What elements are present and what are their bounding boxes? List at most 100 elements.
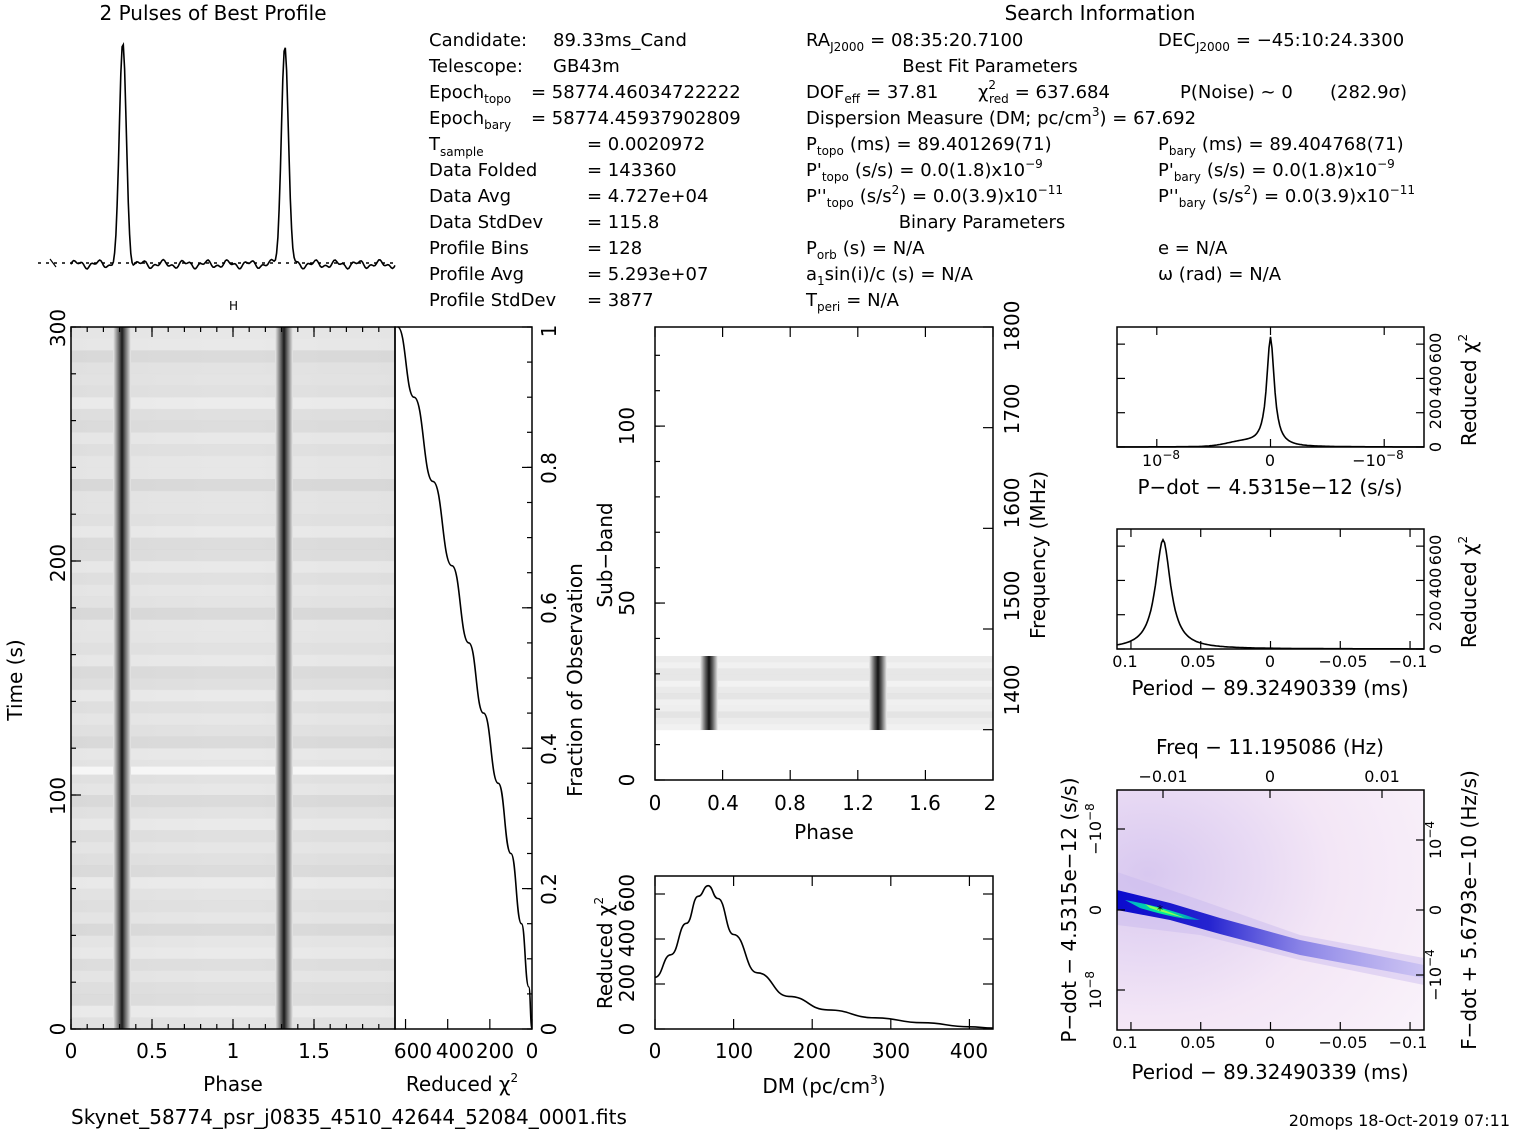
info-tsample-label: T bbox=[428, 134, 441, 155]
info-epoch-topo: Epochtopo bbox=[429, 82, 511, 106]
time-phase-plot: H 0 100 200 300 Time (s) 0 0.5 1 1.5 Pha… bbox=[3, 299, 396, 1096]
p-pdot-plot: * −0.01 0 0.01 Freq − 11.195086 (Hz) 0.1… bbox=[1057, 735, 1481, 1084]
best-fit-header: Best Fit Parameters bbox=[902, 56, 1077, 77]
info-chi-sub: red bbox=[989, 92, 1009, 106]
period-chi-plot: 0.1 0.05 0 −0.05 −0.1 Period − 89.324903… bbox=[1112, 528, 1481, 700]
time-phase-row bbox=[71, 385, 395, 398]
binary-header: Binary Parameters bbox=[899, 212, 1066, 233]
dm-x-tick-100: 100 bbox=[715, 1039, 753, 1063]
time-phase-row bbox=[71, 537, 395, 550]
sub-x-tick-16: 1.6 bbox=[909, 791, 941, 815]
profile-title: 2 Pulses of Best Profile bbox=[100, 1, 327, 25]
info-tsample-value: = 0.0020972 bbox=[587, 134, 705, 155]
dm-ticks bbox=[654, 876, 993, 1030]
subband-axis-label: Sub−band bbox=[593, 502, 617, 607]
pdot-chi-frame bbox=[1116, 326, 1425, 448]
dm-y-label-text: Reduced χ bbox=[593, 905, 617, 1010]
profile-curve bbox=[70, 42, 396, 270]
period-x-axis-label: Period − 89.32490339 (ms) bbox=[1131, 676, 1408, 700]
dm-x-axis-label: DM (pc/cm3) bbox=[762, 1073, 885, 1098]
time-phase-row bbox=[71, 783, 395, 796]
time-y-tick-0: 0 bbox=[46, 1023, 70, 1036]
period-chi-frame bbox=[1116, 528, 1425, 650]
pdot-y-tick-0: 0 bbox=[1426, 442, 1445, 452]
info-tperi-value: = N/A bbox=[846, 290, 899, 311]
sub-y-tick-100: 100 bbox=[615, 407, 639, 445]
info-profile-avg-value: = 5.293e+07 bbox=[587, 264, 708, 285]
time-phase-row bbox=[71, 830, 395, 843]
pp-freq-tick-001: 0.01 bbox=[1364, 767, 1400, 786]
profile-plot bbox=[38, 42, 396, 270]
phase-axis-label: Phase bbox=[203, 1072, 263, 1096]
period-y-tick-600: 600 bbox=[1426, 535, 1445, 566]
info-pddbary: P''bary (s/s2) = 0.0(3.9)x10−11 bbox=[1158, 183, 1415, 210]
time-phase-row bbox=[71, 982, 395, 995]
subband-pulse-2 bbox=[869, 656, 887, 730]
info-candidate-value: 89.33ms_Cand bbox=[553, 30, 687, 51]
dm-y-tick-0: 0 bbox=[615, 1023, 639, 1036]
dm-curve bbox=[654, 884, 994, 1029]
info-left: Candidate: 89.33ms_Cand Telescope: GB43m… bbox=[428, 30, 741, 311]
info-data-std-value: = 115.8 bbox=[587, 212, 659, 233]
file-name: Skynet_58774_psr_j0835_4510_42644_52084_… bbox=[71, 1105, 627, 1129]
pp-right-tick-bottom-mant: −10 bbox=[1426, 967, 1445, 1001]
info-profile-bins-value: = 128 bbox=[587, 238, 642, 259]
time-phase-row bbox=[71, 572, 395, 585]
info-data-avg-label: Data Avg bbox=[429, 186, 511, 207]
p-pdot-ticks bbox=[1117, 790, 1424, 1030]
time-phase-ticks bbox=[70, 326, 380, 1030]
subband-row bbox=[655, 674, 993, 681]
info-epoch-topo-value: = 58774.46034722222 bbox=[531, 82, 741, 103]
pp-freq-tick-m001: −0.01 bbox=[1138, 767, 1187, 786]
info-data-folded-value: = 143360 bbox=[587, 160, 677, 181]
period-y-axis-label: Reduced χ2 bbox=[1456, 536, 1481, 648]
info-dec-label: DEC bbox=[1158, 30, 1196, 51]
pp-right-tick-bottom: −10−4 bbox=[1423, 949, 1445, 1000]
period-chi-ticks bbox=[1117, 529, 1424, 650]
time-phase-row bbox=[71, 549, 395, 562]
period-x-tick-m005: −0.05 bbox=[1318, 652, 1367, 671]
info-epoch-topo-label: Epoch bbox=[429, 82, 484, 103]
time-phase-row bbox=[71, 561, 395, 574]
pdot-y-tick-600: 600 bbox=[1426, 333, 1445, 364]
time-phase-row bbox=[71, 748, 395, 761]
dm-x-tick-0: 0 bbox=[649, 1039, 662, 1063]
time-y-tick-100: 100 bbox=[46, 777, 70, 815]
info-tperi: Tperi = N/A bbox=[805, 290, 900, 314]
time-phase-row bbox=[71, 350, 395, 363]
subband-row bbox=[655, 656, 993, 663]
subband-row bbox=[655, 723, 993, 731]
info-pdtopo: P'topo (s/s) = 0.0(1.8)x10−9 bbox=[806, 157, 1043, 184]
period-x-tick-m01: −0.1 bbox=[1389, 652, 1428, 671]
info-pdbary-exp: −9 bbox=[1377, 157, 1395, 171]
frac-y-tick-1: 1 bbox=[537, 325, 561, 338]
footer-info: 20mops 18-Oct-2019 07:11 bbox=[1289, 1111, 1510, 1130]
time-phase-row bbox=[71, 853, 395, 866]
pdot-chi-ticks bbox=[1117, 327, 1424, 448]
info-profile-avg-label: Profile Avg bbox=[429, 264, 524, 285]
time-phase-row bbox=[71, 408, 395, 422]
time-phase-row bbox=[71, 479, 395, 492]
pp-right-tick-top-exp: −4 bbox=[1423, 821, 1437, 839]
time-phase-row bbox=[71, 502, 395, 515]
pp-right-tick-bottom-exp: −4 bbox=[1423, 949, 1437, 967]
period-y-label-sup: 2 bbox=[1456, 536, 1470, 544]
pp-period-axis-label: Period − 89.32490339 (ms) bbox=[1131, 1060, 1408, 1084]
freq-y-tick-1600: 1600 bbox=[1000, 478, 1024, 529]
sub-phase-axis-label: Phase bbox=[794, 820, 854, 844]
subband-row bbox=[655, 705, 993, 712]
subband-row bbox=[655, 662, 993, 669]
sub-y-tick-50: 50 bbox=[615, 590, 639, 615]
time-phase-row bbox=[71, 724, 395, 737]
dm-frame bbox=[654, 875, 994, 1030]
dm-y-label-sup: 2 bbox=[592, 897, 606, 905]
pp-right-tick-0: 0 bbox=[1426, 905, 1445, 915]
subband-row bbox=[655, 693, 993, 700]
time-phase-row bbox=[71, 736, 395, 749]
time-phase-row bbox=[71, 642, 395, 656]
info-pddbary-exp: −11 bbox=[1390, 183, 1415, 197]
time-phase-row bbox=[71, 596, 395, 609]
phase-x-tick-05: 0.5 bbox=[136, 1039, 168, 1063]
info-pnoise: P(Noise) ~ 0 bbox=[1180, 82, 1293, 103]
